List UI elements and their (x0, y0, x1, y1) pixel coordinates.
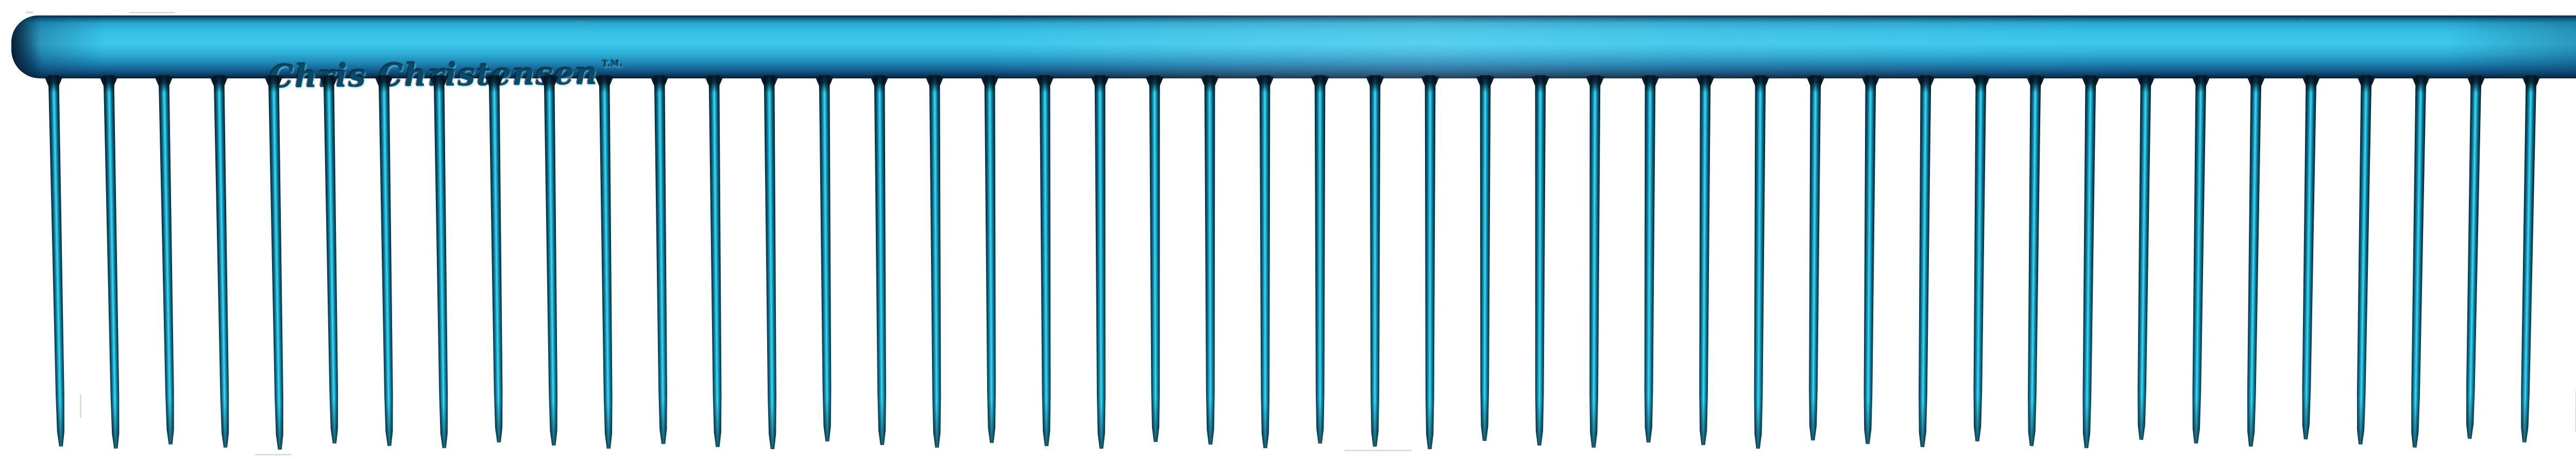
comb-tooth (158, 75, 176, 445)
comb-tooth (1204, 75, 1216, 445)
comb-tooth (1094, 75, 1107, 449)
photo-artifact (1345, 450, 1412, 451)
comb-tooth (2136, 75, 2151, 440)
comb-tooth (708, 75, 723, 447)
comb-tooth (1314, 75, 1326, 444)
comb-tooth (433, 75, 450, 448)
comb-tooth (929, 75, 943, 448)
comb-tooth (1972, 75, 1987, 441)
comb-tooth (1862, 75, 1876, 444)
comb-tooth (488, 75, 504, 442)
comb-tooth (1534, 75, 1546, 446)
comb-tooth (323, 75, 340, 444)
photo-artifact (2301, 20, 2304, 23)
comb-tooth (984, 75, 997, 443)
comb-tooth (2519, 75, 2537, 442)
comb-tooth (1369, 75, 1381, 447)
comb-tooth (1807, 75, 1821, 440)
comb-tooth (1698, 75, 1711, 445)
photo-artifact (129, 12, 175, 13)
comb-tooth (378, 75, 395, 446)
comb-tooth (1039, 75, 1052, 446)
comb-tooth (2573, 75, 2576, 446)
comb-tooth (2245, 75, 2262, 447)
comb-tooth (48, 75, 66, 447)
comb-tooth (874, 75, 888, 445)
comb-tooth (2026, 75, 2041, 446)
comb-tooth (544, 75, 560, 446)
photo-artifact (80, 395, 81, 418)
comb-tooth (1149, 75, 1161, 442)
photo-artifact (255, 454, 291, 455)
comb-tooth (2191, 75, 2207, 444)
comb-tooth (2409, 75, 2427, 448)
comb-spine: Chris Christensen T.M. (11, 15, 2576, 95)
comb-tooth (1752, 75, 1766, 449)
comb-tooth (103, 75, 122, 449)
comb-tooth (2464, 75, 2482, 439)
comb-tooth (1588, 75, 1601, 448)
comb-tooth (819, 75, 833, 441)
comb-tooth (1259, 75, 1271, 448)
comb-tooth (2355, 75, 2372, 445)
comb-tooth (2300, 75, 2317, 439)
comb-tooth (654, 75, 669, 444)
comb-tooth (764, 75, 778, 449)
comb-tooth (268, 75, 285, 450)
photo-artifact (574, 21, 590, 22)
comb-tooth (2081, 75, 2096, 448)
comb-tooth (1917, 75, 1931, 447)
comb-tooth (1424, 75, 1436, 449)
comb-tooth (1479, 75, 1491, 441)
comb-tooth (599, 75, 614, 449)
comb-tooth (213, 75, 231, 448)
photo-artifact (26, 11, 33, 13)
comb-tooth (1643, 75, 1656, 442)
